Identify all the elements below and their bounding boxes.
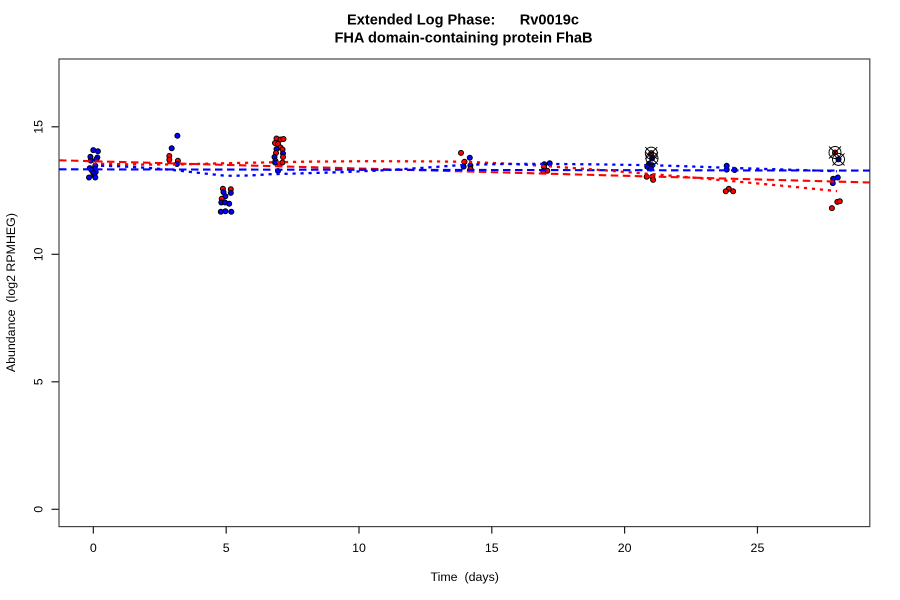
svg-text:15: 15 (31, 120, 45, 134)
svg-text:10: 10 (352, 541, 366, 555)
svg-text:FHA domain-containing protein: FHA domain-containing protein FhaB (334, 31, 592, 47)
svg-text:5: 5 (31, 378, 45, 385)
svg-text:Extended Log Phase: Rv001: Extended Log Phase: Rv0019c (347, 13, 579, 29)
svg-text:15: 15 (485, 541, 499, 555)
svg-text:0: 0 (31, 506, 45, 513)
svg-text:20: 20 (618, 541, 632, 555)
svg-text:Time (days): Time (days) (431, 570, 499, 584)
svg-text:5: 5 (223, 541, 230, 555)
svg-text:10: 10 (31, 247, 45, 261)
svg-text:25: 25 (751, 541, 765, 555)
svg-text:0: 0 (90, 541, 97, 555)
svg-text:Abundance (log2 RPMHEG): Abundance (log2 RPMHEG) (4, 213, 18, 372)
